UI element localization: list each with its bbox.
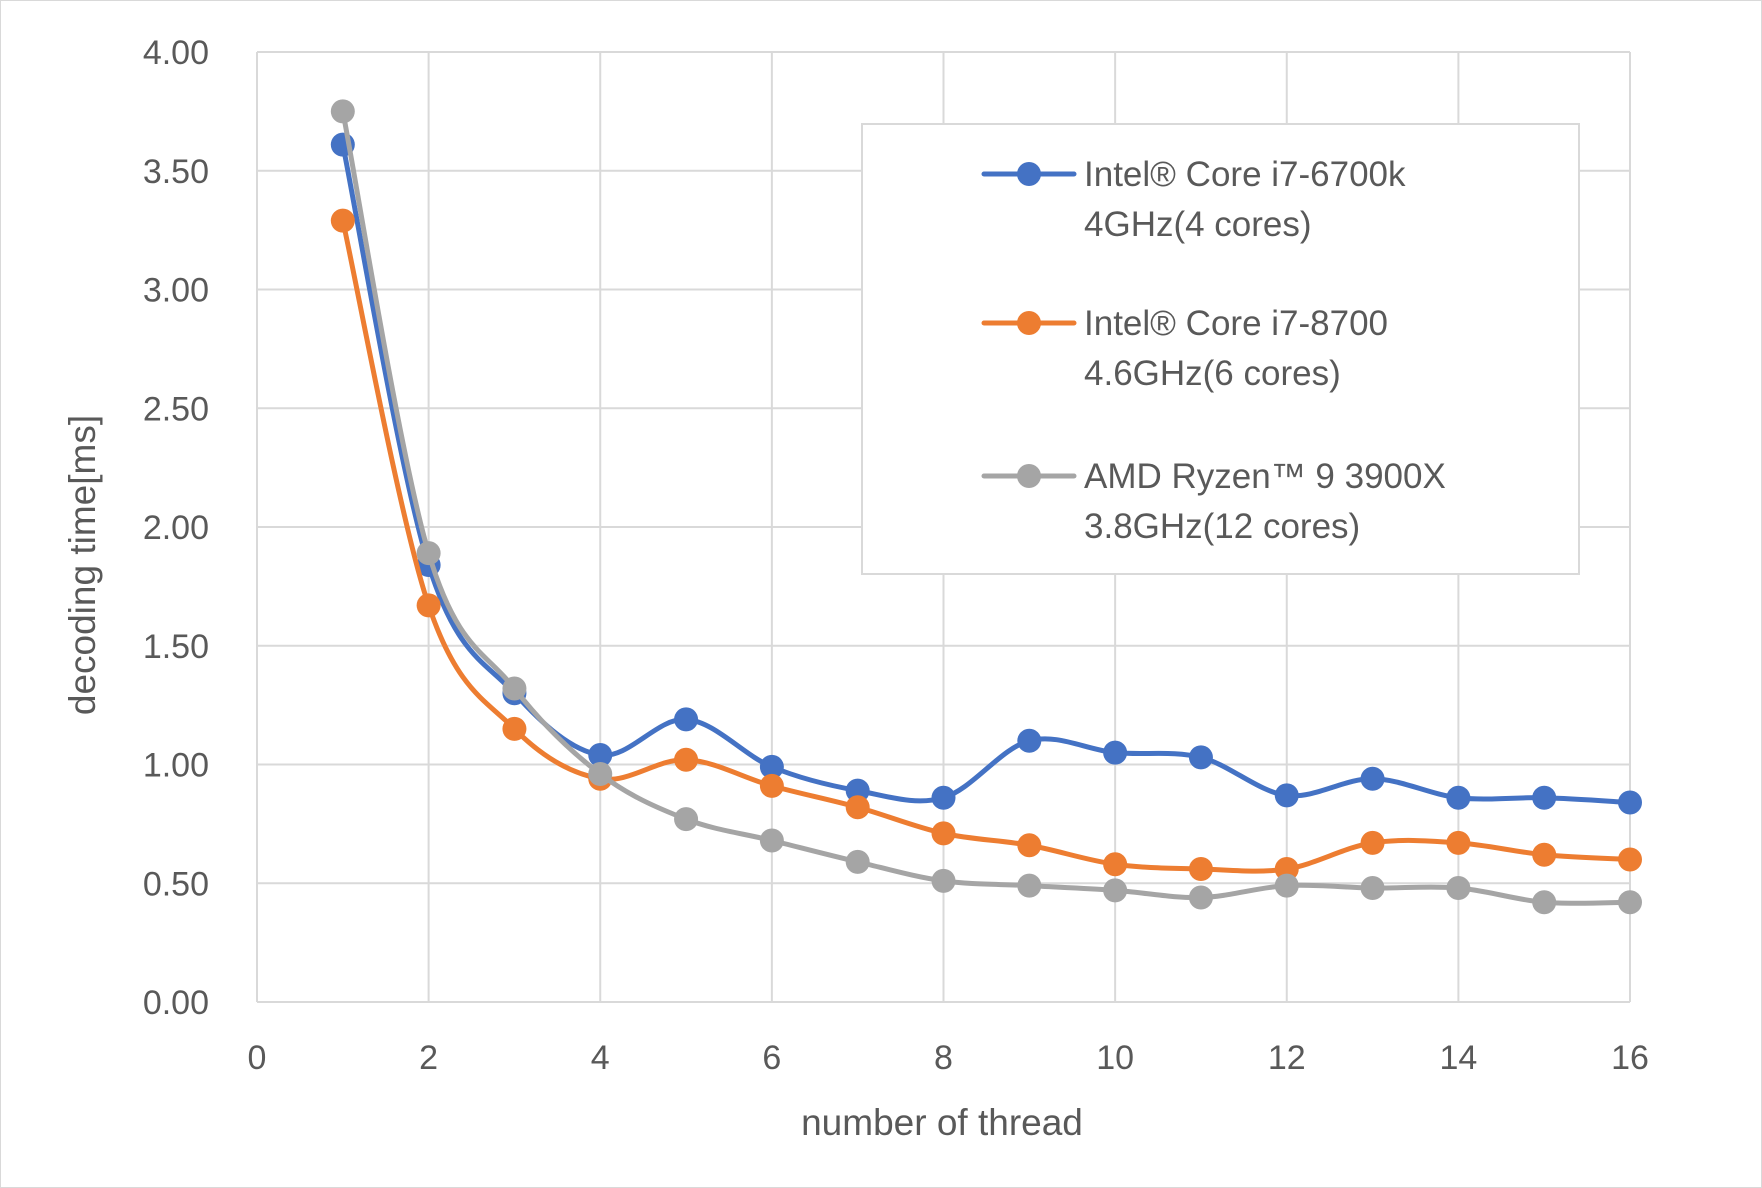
- y-tick-label: 3.00: [143, 272, 209, 310]
- data-point: [1188, 857, 1213, 881]
- x-tick-label: 12: [1268, 1039, 1306, 1077]
- data-point: [1360, 766, 1385, 791]
- y-tick-label: 1.00: [143, 747, 209, 785]
- legend-label: Intel® Core i7-8700: [1084, 304, 1388, 343]
- data-point: [1103, 878, 1128, 903]
- data-point: [1446, 785, 1471, 810]
- data-point: [674, 707, 699, 732]
- data-point: [502, 676, 527, 701]
- legend-entry: Intel® Core i7-8700 4.6GHz(6 cores): [981, 304, 1388, 393]
- data-point: [1532, 842, 1557, 867]
- data-point: [502, 716, 527, 741]
- data-point: [1017, 728, 1042, 753]
- data-point: [1618, 790, 1642, 815]
- y-tick-label: 2.00: [143, 509, 209, 547]
- data-point: [931, 868, 956, 893]
- legend-marker: [1017, 464, 1041, 488]
- x-tick-label: 16: [1611, 1039, 1649, 1077]
- x-tick-label: 2: [419, 1039, 438, 1077]
- legend-label: 3.8GHz(12 cores): [1084, 507, 1360, 546]
- y-tick-label: 1.50: [143, 628, 209, 666]
- legend-marker: [1017, 162, 1041, 186]
- data-point: [1188, 885, 1213, 910]
- legend-label: 4GHz(4 cores): [1084, 205, 1312, 244]
- data-point: [1103, 740, 1128, 765]
- data-point: [1446, 830, 1471, 855]
- legend-marker: [1017, 311, 1041, 335]
- data-point: [1274, 873, 1299, 898]
- data-point: [588, 743, 613, 767]
- data-point: [1532, 785, 1557, 810]
- x-axis-title: number of thread: [801, 1102, 1083, 1143]
- legend-entry: Intel® Core i7-6700k 4GHz(4 cores): [981, 155, 1406, 244]
- legend-label: AMD Ryzen™ 9 3900X: [1084, 457, 1446, 496]
- series-layer: [330, 99, 1642, 915]
- x-tick-label: 0: [248, 1039, 267, 1077]
- data-point: [845, 849, 870, 874]
- x-axis-tick-labels: 0 2 4 6 8 10 12 14 16: [248, 1039, 1649, 1077]
- data-point: [759, 773, 784, 798]
- y-axis-tick-labels: 0.00 0.50 1.00 1.50 2.00 2.50 3.00 3.50 4.00: [143, 34, 209, 1022]
- data-point: [416, 541, 441, 566]
- data-point: [1274, 857, 1299, 881]
- data-point: [588, 762, 613, 786]
- data-point: [1360, 830, 1385, 855]
- data-point: [1103, 852, 1128, 877]
- y-tick-label: 0.00: [143, 984, 209, 1022]
- x-tick-label: 10: [1096, 1039, 1134, 1077]
- data-point: [845, 795, 870, 820]
- x-tick-label: 14: [1439, 1039, 1477, 1077]
- data-point: [931, 821, 956, 846]
- series-3: [330, 99, 1642, 915]
- y-tick-label: 4.00: [143, 34, 209, 72]
- data-point: [416, 593, 441, 618]
- data-point: [1532, 890, 1557, 915]
- x-tick-label: 8: [934, 1039, 953, 1077]
- data-point: [1618, 847, 1642, 872]
- data-point: [1017, 833, 1042, 858]
- y-tick-label: 2.50: [143, 390, 209, 428]
- y-tick-label: 0.50: [143, 865, 209, 903]
- legend-label: Intel® Core i7-6700k: [1084, 155, 1406, 194]
- data-point: [674, 747, 699, 772]
- legend-box: [861, 123, 1580, 575]
- data-point: [931, 785, 956, 810]
- data-point: [1274, 783, 1299, 808]
- y-tick-label: 3.50: [143, 153, 209, 191]
- gridlines: [256, 51, 1631, 1003]
- x-tick-label: 6: [762, 1039, 781, 1077]
- series-1: [330, 132, 1642, 815]
- legend-label: 4.6GHz(6 cores): [1084, 354, 1341, 393]
- data-point: [1360, 876, 1385, 900]
- legend-entry: AMD Ryzen™ 9 3900X 3.8GHz(12 cores): [981, 457, 1446, 546]
- data-point: [759, 754, 784, 779]
- x-tick-label: 4: [591, 1039, 610, 1077]
- data-point: [1446, 876, 1471, 900]
- data-point: [330, 208, 355, 233]
- data-point: [330, 99, 355, 124]
- data-point: [1017, 873, 1042, 898]
- data-point: [759, 828, 784, 853]
- data-point: [845, 778, 870, 803]
- series-line: [340, 108, 1633, 906]
- data-point: [674, 807, 699, 832]
- y-axis-title: decoding time[ms]: [62, 415, 103, 715]
- series-2: [330, 208, 1642, 881]
- data-point: [1618, 890, 1642, 915]
- data-point: [1188, 745, 1213, 770]
